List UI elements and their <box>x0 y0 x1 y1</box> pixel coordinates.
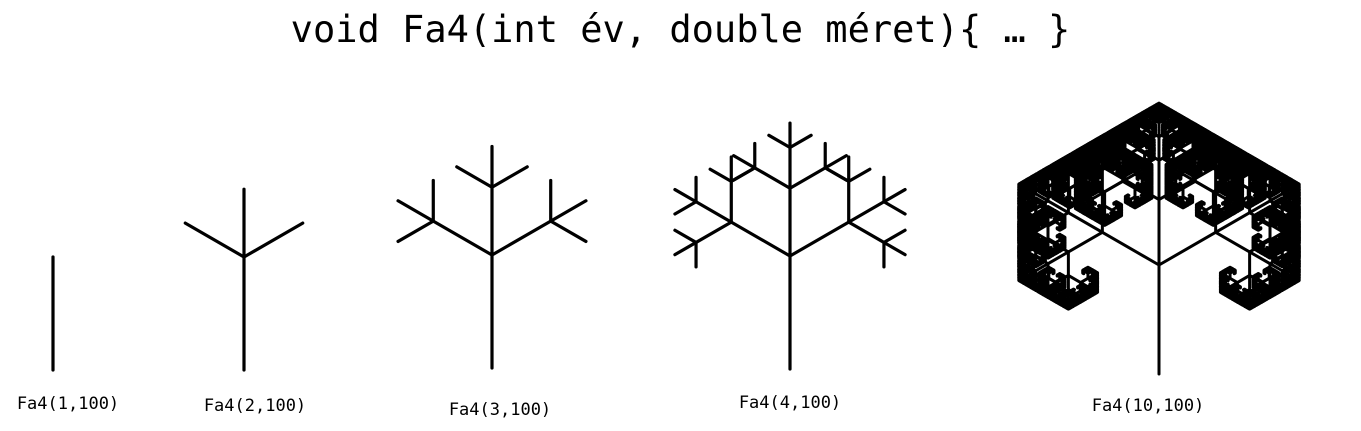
tree-branch <box>673 228 698 245</box>
tree-branch <box>1142 113 1147 117</box>
tree-branch <box>1134 117 1139 122</box>
tree-branch <box>767 133 792 150</box>
tree-branch <box>1152 107 1157 112</box>
tree-branch <box>1117 168 1122 173</box>
tree-branch <box>732 154 757 170</box>
tree-fa4-2 <box>183 187 305 372</box>
tree-branch <box>673 200 698 216</box>
tree-branch <box>1163 134 1168 139</box>
tree-branch <box>455 165 494 189</box>
tree-branch <box>1160 130 1165 134</box>
tree-branch <box>1173 119 1178 124</box>
tree-branch <box>673 187 698 204</box>
tree-branch <box>1083 204 1088 208</box>
tree-fa4-3 <box>396 144 588 370</box>
tree-fa4-4 <box>673 121 907 371</box>
tree-branch <box>1187 119 1192 124</box>
tree-branch <box>729 167 755 184</box>
tree-branch <box>1116 202 1121 206</box>
tree-branch <box>1147 119 1152 124</box>
tree-branch <box>753 166 792 190</box>
tree-branch <box>1117 161 1122 165</box>
tree-branch <box>1166 113 1171 117</box>
tree-branch <box>847 167 872 184</box>
tree-branch <box>882 228 907 245</box>
tree-branch <box>788 220 851 258</box>
tree-branch <box>490 165 529 189</box>
tree-branch <box>1163 127 1168 131</box>
tree-branch <box>694 200 733 224</box>
tree-branch <box>183 221 246 259</box>
tree-branch <box>673 240 698 257</box>
tree-branch <box>788 133 813 150</box>
tree-branch <box>549 219 588 244</box>
tree-branch <box>788 166 827 190</box>
tree-branch <box>549 199 588 223</box>
tree-branch <box>1097 180 1102 185</box>
tree-branch <box>1097 204 1102 208</box>
tree-branch <box>1165 122 1170 127</box>
tree-branch <box>1141 119 1146 124</box>
tree-branch <box>242 221 305 259</box>
tree-branch <box>847 200 886 224</box>
tree-branch <box>694 220 733 245</box>
tree-branch <box>1154 106 1159 110</box>
tree-branch <box>1159 110 1164 115</box>
tree-branch <box>825 167 851 184</box>
tree-branch <box>1182 119 1187 124</box>
tree-fa4-10 <box>1017 101 1301 376</box>
tree-branch <box>1104 218 1109 223</box>
tree-branch <box>1115 164 1120 168</box>
tree-branch <box>847 220 886 245</box>
tree-branch <box>1201 164 1206 168</box>
tree-branch <box>1180 122 1184 127</box>
page-title: void Fa4(int év, double méret){ … } <box>0 8 1361 51</box>
tree-branch <box>1153 117 1158 122</box>
tree-branch <box>1162 107 1167 112</box>
tree-branch <box>1127 119 1132 124</box>
tree-branch <box>396 219 435 244</box>
tree-branch <box>1132 119 1137 124</box>
tree-branch <box>1175 117 1180 122</box>
tree-branch <box>708 167 733 184</box>
tree-branch <box>882 200 907 216</box>
tree-branch <box>882 240 907 257</box>
tree-branch <box>396 199 435 223</box>
tree-branch <box>1167 119 1172 124</box>
tree-branch <box>1151 127 1156 131</box>
tree-branch <box>431 219 494 257</box>
tree-branch <box>729 220 792 258</box>
tree-branch <box>882 187 907 204</box>
tree-branch <box>1151 113 1156 117</box>
tree-branch <box>823 154 848 170</box>
tree-branch <box>490 219 553 257</box>
tree-branch <box>1081 207 1086 211</box>
tree-branch <box>1139 122 1144 127</box>
